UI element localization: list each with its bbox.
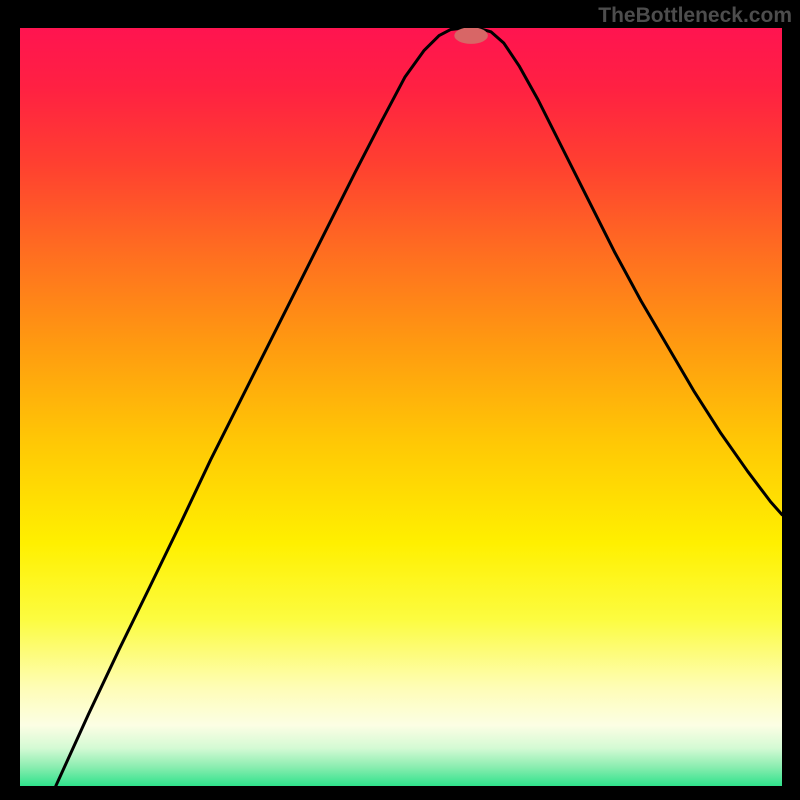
attribution-label: TheBottleneck.com bbox=[598, 4, 792, 28]
optimal-point-marker bbox=[454, 28, 488, 44]
chart-container: TheBottleneck.com bbox=[0, 0, 800, 800]
bottleneck-curve-chart bbox=[20, 28, 782, 786]
gradient-background bbox=[20, 28, 782, 786]
plot-area bbox=[20, 28, 782, 786]
